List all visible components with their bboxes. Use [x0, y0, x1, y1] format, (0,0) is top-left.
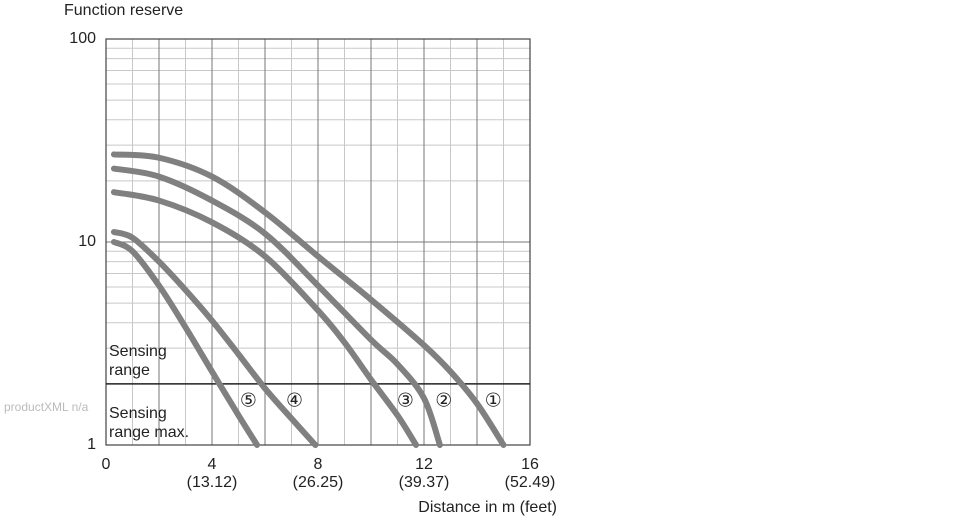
annotation: range max. [109, 424, 189, 441]
x-axis-label: Distance in m (feet) [418, 499, 557, 516]
curve-label: ⑤ [240, 390, 257, 412]
x-tick-label: 16 [521, 456, 539, 473]
curve-label: ③ [397, 390, 414, 412]
x-tick-label: 0 [102, 456, 111, 473]
x-tick-sublabel: (39.37) [399, 474, 450, 491]
annotation: Sensing [109, 343, 167, 360]
y-tick-label: 10 [78, 233, 96, 250]
curve [110, 165, 443, 448]
x-tick-sublabel: (26.25) [293, 474, 344, 491]
x-tick-label: 8 [314, 456, 323, 473]
x-tick-label: 4 [208, 456, 217, 473]
curve-label: ② [435, 390, 452, 412]
x-tick-sublabel: (13.12) [187, 474, 238, 491]
annotation: range [109, 362, 150, 379]
curve [110, 189, 420, 448]
curve [110, 229, 319, 448]
curve-label: ① [485, 390, 502, 412]
y-axis-label: Function reserve [64, 2, 183, 19]
watermark: productXML n/a [4, 400, 89, 414]
x-tick-label: 12 [415, 456, 433, 473]
curve [110, 239, 261, 448]
annotation: Sensing [109, 405, 167, 422]
curve-label: ④ [286, 390, 303, 412]
x-tick-sublabel: (52.49) [505, 474, 556, 491]
y-tick-label: 1 [87, 436, 96, 453]
y-tick-label: 100 [69, 30, 96, 47]
curve [110, 151, 507, 448]
